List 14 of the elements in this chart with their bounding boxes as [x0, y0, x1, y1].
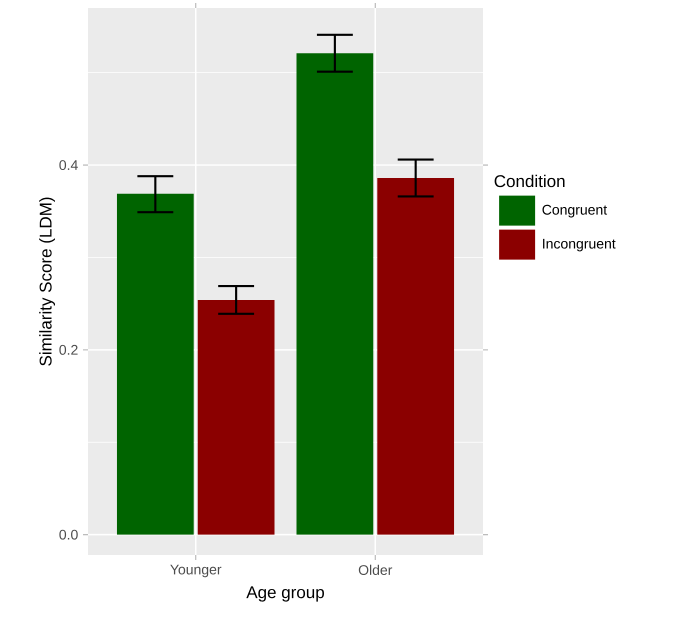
legend-label: Incongruent — [543, 238, 616, 252]
y-axis-title: Similarity Score (LDM) — [39, 198, 56, 366]
y-tick-label: 0.0 — [59, 530, 78, 540]
legend-title: Condition — [494, 174, 564, 188]
x-tick-label: Younger — [170, 564, 222, 578]
bar — [198, 300, 275, 535]
x-tick-label: Older — [358, 564, 392, 575]
bar — [377, 178, 454, 535]
x-axis-title: Age group — [246, 586, 324, 602]
bar — [116, 194, 194, 535]
bar — [296, 53, 374, 535]
y-tick-label: 0.4 — [59, 160, 78, 170]
y-tick-label: 0.2 — [59, 344, 78, 355]
legend-label: Congruent — [542, 204, 608, 218]
